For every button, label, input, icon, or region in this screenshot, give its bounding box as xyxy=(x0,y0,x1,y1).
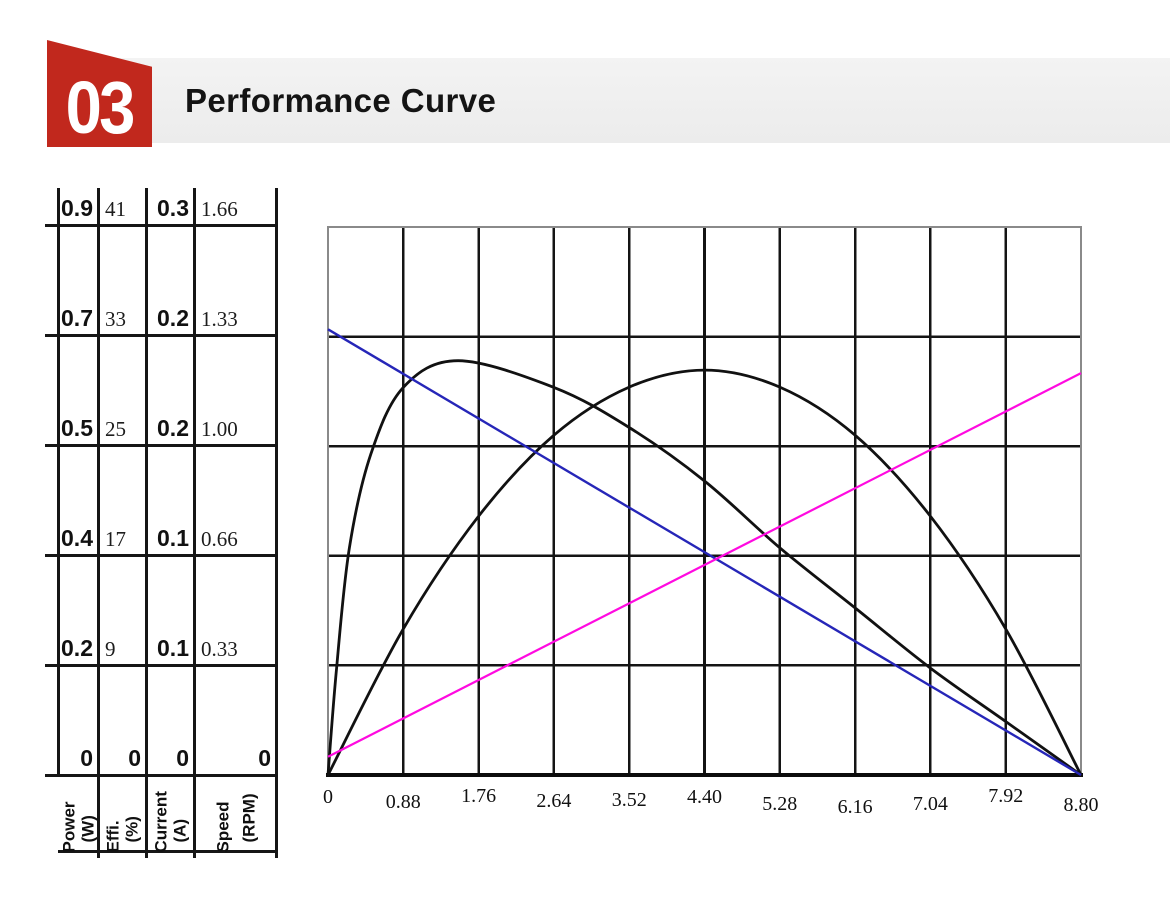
series-power-curve xyxy=(326,368,1083,777)
axis-value-table: 0.9 0.7 0.5 0.4 0.2 0 Power (W) 41 33 25 17 9 0 Effi.(… xyxy=(45,185,278,860)
axis-unit-label: (%) xyxy=(122,815,141,842)
table-gridline xyxy=(45,444,277,447)
axis-value-cell: 0.2 xyxy=(61,635,93,661)
axis-header: Effi. (%) xyxy=(98,779,146,852)
x-tick-label: 4.40 xyxy=(687,786,722,808)
x-tick-label: 3.52 xyxy=(611,789,647,811)
plot-frame xyxy=(327,226,1082,776)
x-tick-label: 5.28 xyxy=(762,793,798,815)
axis-header: Power (W) xyxy=(58,779,98,852)
axis-value-cell: 0.5 xyxy=(61,415,93,441)
table-column-line xyxy=(97,188,100,858)
axis-value-cell: 0.33 xyxy=(201,637,238,661)
axis-value-cell: 0.4 xyxy=(61,525,93,551)
axis-value-cell: 17 xyxy=(105,527,126,551)
axis-value-cell: 1.66 xyxy=(201,197,238,221)
table-column-line xyxy=(57,188,60,777)
x-tick-label: 6.16 xyxy=(837,796,873,818)
table-gridline xyxy=(45,664,277,667)
series-speed-line xyxy=(327,328,1082,777)
axis-value-cell: 0 xyxy=(176,745,189,771)
axis-unit-label: (W) xyxy=(78,814,97,842)
axis-value-cell: 0 xyxy=(80,745,93,771)
axis-value-cell: 41 xyxy=(105,197,126,221)
axis-value-cell: 33 xyxy=(105,307,126,331)
x-tick-label: 7.04 xyxy=(912,793,948,815)
axis-header-rotated: Power (W) xyxy=(58,779,98,852)
axis-value-cell: 0.1 xyxy=(157,525,189,551)
x-tick-label: 0 xyxy=(323,786,333,808)
axis-value-cell: 0 xyxy=(258,745,271,771)
axis-name-label: Current xyxy=(151,790,170,852)
axis-name-label: Speed xyxy=(212,800,232,852)
axis-value-cell: 9 xyxy=(105,637,116,661)
axis-header: Current (A) xyxy=(146,779,194,852)
table-gridline xyxy=(45,334,277,337)
table-column-line xyxy=(145,188,148,858)
axis-value-cell: 0.66 xyxy=(201,527,238,551)
x-tick-label: 0.88 xyxy=(385,791,421,813)
axis-header-rotated: Current (A) xyxy=(146,779,194,852)
axis-value-cell: 0.1 xyxy=(157,635,189,661)
x-tick-label: 7.92 xyxy=(988,785,1024,807)
axis-value-cell: 0.7 xyxy=(61,305,93,331)
axis-unit-label: (RPM) xyxy=(238,792,258,842)
section-number-badge: 03 xyxy=(47,40,152,147)
axis-value-cell: 25 xyxy=(105,417,126,441)
axis-header: Speed (RPM) xyxy=(194,779,276,852)
axis-value-cell: 0.3 xyxy=(157,195,189,221)
x-tick-label: 8.80 xyxy=(1063,794,1099,816)
table-gridline xyxy=(45,774,277,777)
section-header-bar: Performance Curve xyxy=(90,58,1170,143)
section-title: Performance Curve xyxy=(185,81,497,119)
axis-header-rotated: Speed (RPM) xyxy=(194,779,276,852)
axis-value-cell: 0 xyxy=(128,745,141,771)
table-column-line xyxy=(275,188,278,858)
section-number: 03 xyxy=(65,66,136,150)
axis-unit-label: (A) xyxy=(170,818,189,842)
axis-value-cell: 0.9 xyxy=(61,195,93,221)
axis-value-cell: 0.2 xyxy=(157,305,189,331)
axis-name-label: Effi. xyxy=(103,819,122,852)
table-bottom-line xyxy=(58,850,277,853)
axis-header-rotated: Effi. (%) xyxy=(98,779,146,852)
table-gridline xyxy=(45,554,277,557)
series-efficiency-curve xyxy=(326,359,1083,777)
table-gridline xyxy=(45,224,277,227)
series-current-line xyxy=(327,372,1082,758)
table-column-line xyxy=(193,188,196,858)
axis-name-label: Power xyxy=(59,800,78,852)
axis-value-cell: 1.33 xyxy=(201,307,238,331)
x-tick-label: 2.64 xyxy=(536,790,572,812)
axis-value-cell: 0.2 xyxy=(157,415,189,441)
x-tick-label: 1.76 xyxy=(461,785,497,807)
axis-value-cell: 1.00 xyxy=(201,417,238,441)
